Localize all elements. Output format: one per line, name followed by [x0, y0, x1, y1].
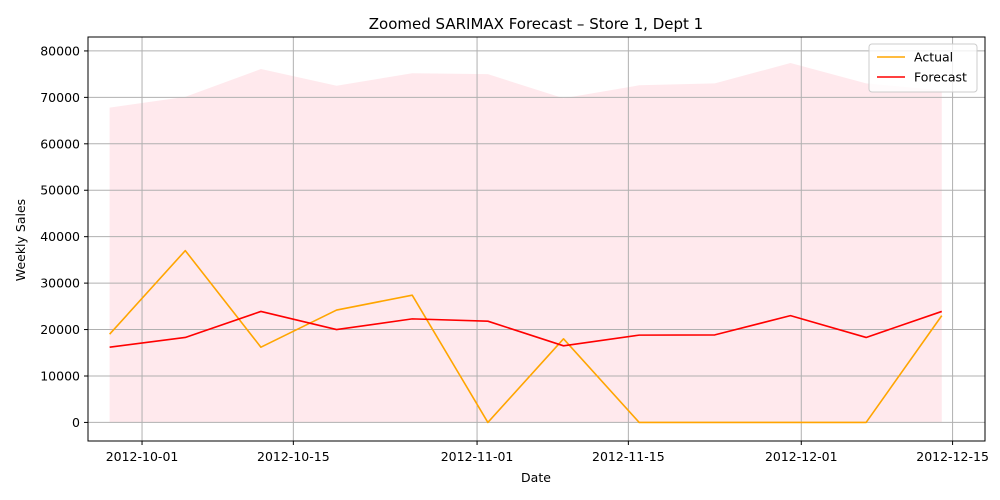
- confidence-band: [109, 63, 942, 423]
- x-tick-label: 2012-11-15: [592, 449, 665, 464]
- y-tick-label: 30000: [40, 276, 80, 291]
- axes-frame: [87, 36, 986, 442]
- legend-label-actual: Actual: [914, 50, 953, 65]
- y-axis-label: Weekly Sales: [13, 199, 28, 281]
- y-tick-label: 80000: [40, 43, 80, 58]
- series-line-forecast: [109, 310, 943, 348]
- y-tick-label: 50000: [40, 183, 80, 198]
- y-tick-label: 70000: [40, 90, 80, 105]
- x-tick-label: 2012-11-01: [441, 449, 514, 464]
- legend: Actual Forecast: [868, 43, 978, 93]
- x-tick-label: 2012-12-01: [765, 449, 838, 464]
- y-tick-label: 40000: [40, 229, 80, 244]
- x-tick-label: 2012-12-15: [916, 449, 989, 464]
- x-axis-label: Date: [521, 470, 551, 485]
- series-line-actual: [109, 249, 943, 424]
- chart-title: Zoomed SARIMAX Forecast – Store 1, Dept …: [369, 15, 703, 33]
- legend-box: [868, 43, 978, 93]
- y-tick-label: 0: [72, 415, 80, 430]
- legend-label-forecast: Forecast: [914, 70, 967, 85]
- x-tick-label: 2012-10-01: [106, 449, 179, 464]
- y-tick-label: 20000: [40, 322, 80, 337]
- plot-area: 2012-10-01 2012-10-15 2012-11-01 2012-11-15…: [40, 36, 989, 464]
- x-tick-label: 2012-10-15: [257, 449, 330, 464]
- y-tick-label: 60000: [40, 136, 80, 151]
- y-tick-label: 10000: [40, 368, 80, 383]
